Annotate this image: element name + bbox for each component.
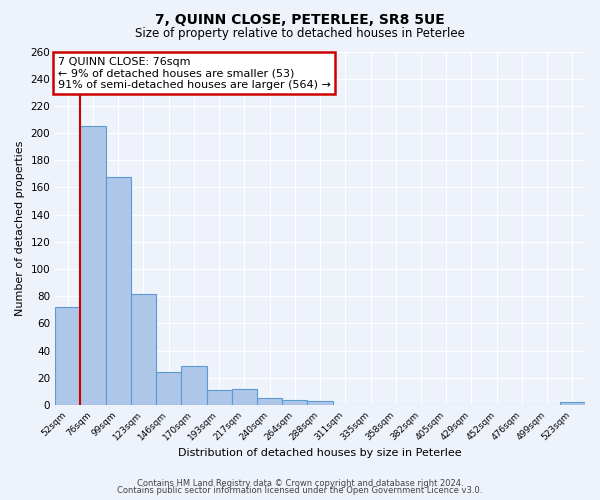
Bar — [307, 401, 332, 405]
Bar — [232, 388, 257, 405]
Text: Contains HM Land Registry data © Crown copyright and database right 2024.: Contains HM Land Registry data © Crown c… — [137, 478, 463, 488]
Bar — [131, 294, 156, 405]
Bar — [106, 176, 131, 405]
Text: Size of property relative to detached houses in Peterlee: Size of property relative to detached ho… — [135, 28, 465, 40]
Y-axis label: Number of detached properties: Number of detached properties — [15, 140, 25, 316]
X-axis label: Distribution of detached houses by size in Peterlee: Distribution of detached houses by size … — [178, 448, 462, 458]
Bar — [282, 400, 307, 405]
Bar — [257, 398, 282, 405]
Text: Contains public sector information licensed under the Open Government Licence v3: Contains public sector information licen… — [118, 486, 482, 495]
Bar — [206, 390, 232, 405]
Bar — [181, 366, 206, 405]
Bar — [560, 402, 585, 405]
Bar — [55, 307, 80, 405]
Text: 7, QUINN CLOSE, PETERLEE, SR8 5UE: 7, QUINN CLOSE, PETERLEE, SR8 5UE — [155, 12, 445, 26]
Text: 7 QUINN CLOSE: 76sqm
← 9% of detached houses are smaller (53)
91% of semi-detach: 7 QUINN CLOSE: 76sqm ← 9% of detached ho… — [58, 57, 331, 90]
Bar — [156, 372, 181, 405]
Bar — [80, 126, 106, 405]
